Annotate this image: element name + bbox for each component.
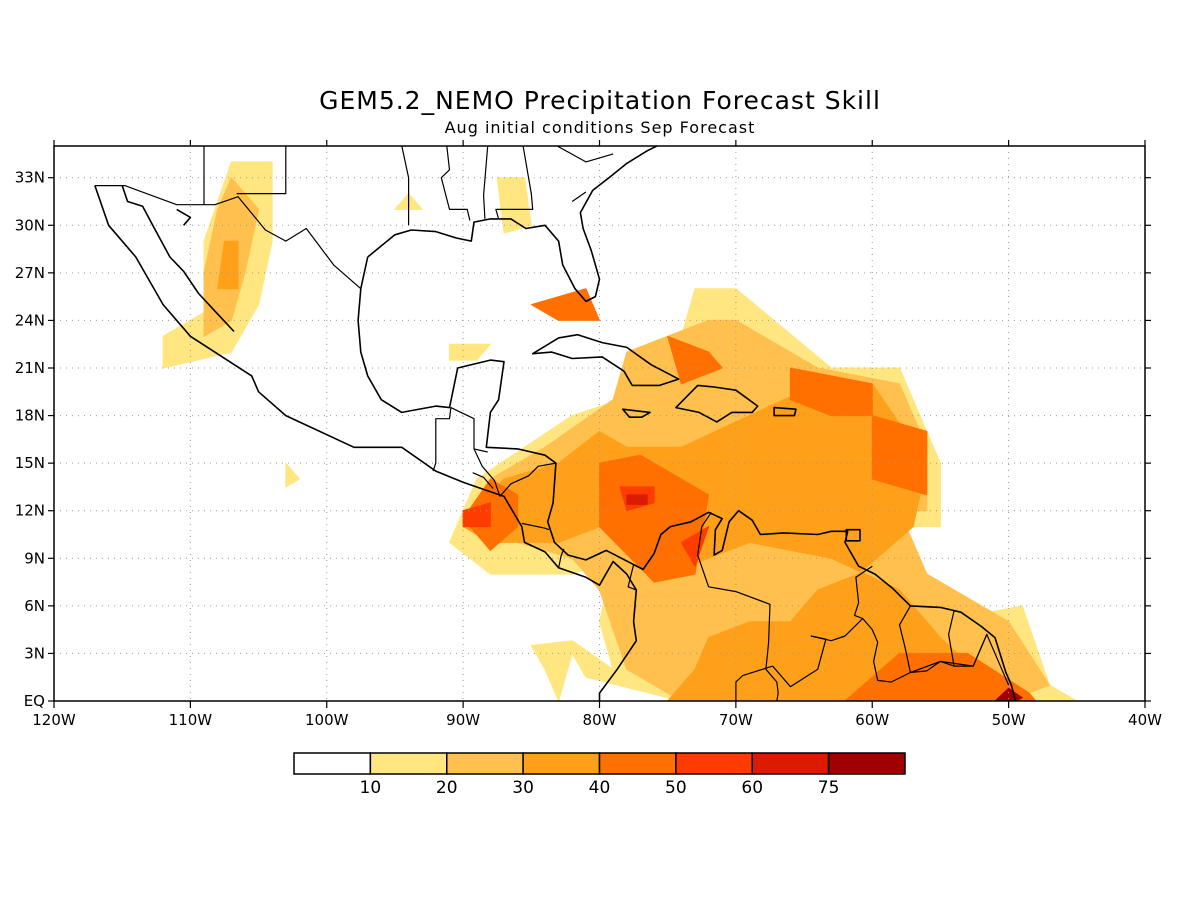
border-line <box>94 185 362 290</box>
political-borders <box>94 146 1010 701</box>
coastline <box>845 528 861 542</box>
skill-region <box>285 462 300 488</box>
skill-region <box>871 415 928 496</box>
y-tick-label: 33N <box>15 169 45 187</box>
border-line <box>571 191 587 202</box>
skill-region <box>462 502 491 528</box>
grid-lines <box>54 146 1145 701</box>
colorbar-label: 60 <box>741 778 763 798</box>
x-tick-label: 90W <box>446 711 480 729</box>
x-tick-label: 40W <box>1128 711 1162 729</box>
x-tick-label: 60W <box>855 711 889 729</box>
border-line <box>910 633 1010 686</box>
latitude-axis: EQ 3N 6N 9N 12N 15N 18N 21N 24N 27N 30N 33N <box>15 169 1151 710</box>
skill-region <box>667 335 723 385</box>
y-tick-label: 30N <box>15 216 45 234</box>
border-line <box>472 472 494 489</box>
coastline <box>357 256 1017 701</box>
coastline <box>675 384 759 423</box>
colorbar-swatch <box>522 752 601 775</box>
y-tick-label: 6N <box>24 597 45 615</box>
colorbar-swatch <box>827 752 906 775</box>
border-line <box>440 146 471 221</box>
y-tick-label: 9N <box>24 549 45 567</box>
coastline <box>621 408 651 419</box>
y-tick-label: EQ <box>24 692 45 710</box>
colorbar-label: 75 <box>818 778 840 798</box>
x-tick-label: 120W <box>32 711 76 729</box>
coastline <box>94 185 638 701</box>
coastline <box>531 333 680 387</box>
border-line <box>697 511 779 701</box>
y-tick-label: 12N <box>15 502 45 520</box>
y-tick-label: 15N <box>15 454 45 472</box>
border-line <box>735 665 773 701</box>
border-line <box>483 146 489 219</box>
x-tick-label: 50W <box>992 711 1026 729</box>
skill-region <box>844 652 1037 701</box>
y-tick-label: 27N <box>15 264 45 282</box>
colorbar-swatch <box>598 752 677 775</box>
skill-region <box>626 494 648 505</box>
skill-region <box>449 343 491 361</box>
border-line <box>495 146 534 220</box>
border-line <box>556 146 614 163</box>
skill-region <box>994 687 1023 701</box>
skill-region <box>789 367 873 417</box>
y-tick-label: 3N <box>24 644 45 662</box>
border-line <box>627 564 637 591</box>
skill-shading <box>162 161 1078 701</box>
coastline <box>121 185 235 333</box>
x-tick-label: 70W <box>719 711 753 729</box>
longitude-axis: 120W 110W 100W 90W 80W 70W 60W 50W 40W <box>32 140 1162 729</box>
x-tick-label: 110W <box>169 711 213 729</box>
coastline <box>773 406 797 417</box>
colorbar-label: 50 <box>665 778 687 798</box>
colorbar-swatch <box>293 752 372 775</box>
coastlines <box>94 146 1017 701</box>
border-line <box>473 448 501 497</box>
skill-region <box>217 240 239 290</box>
skill-region <box>680 526 710 567</box>
colorbar-swatch <box>675 752 753 775</box>
colorbar-swatch <box>751 752 830 775</box>
border-line <box>499 462 557 497</box>
colorbar-label: 40 <box>589 778 611 798</box>
colorbar-swatch <box>446 752 524 775</box>
colorbar: 10 20 30 40 50 60 75 <box>293 752 906 798</box>
map-title: GEM5.2_NEMO Precipitation Forecast Skill <box>319 86 881 115</box>
border-line <box>558 548 565 568</box>
border-line <box>772 635 827 688</box>
coastline <box>367 146 658 303</box>
x-tick-label: 80W <box>583 711 617 729</box>
colorbar-swatch <box>369 752 448 775</box>
y-tick-label: 21N <box>15 359 45 377</box>
skill-region <box>530 288 600 321</box>
colorbar-label: 10 <box>360 778 382 798</box>
map-subtitle: Aug initial conditions Sep Forecast <box>444 118 756 137</box>
x-tick-label: 100W <box>305 711 349 729</box>
border-line <box>432 407 488 472</box>
y-tick-label: 24N <box>15 311 45 329</box>
border-line <box>401 146 410 226</box>
border-line <box>853 565 911 683</box>
border-line <box>521 522 550 531</box>
coastline <box>176 208 192 226</box>
border-line <box>236 146 287 195</box>
y-tick-label: 18N <box>15 407 45 425</box>
skill-region <box>496 177 532 234</box>
colorbar-label: 30 <box>512 778 534 798</box>
colorbar-label: 20 <box>436 778 458 798</box>
